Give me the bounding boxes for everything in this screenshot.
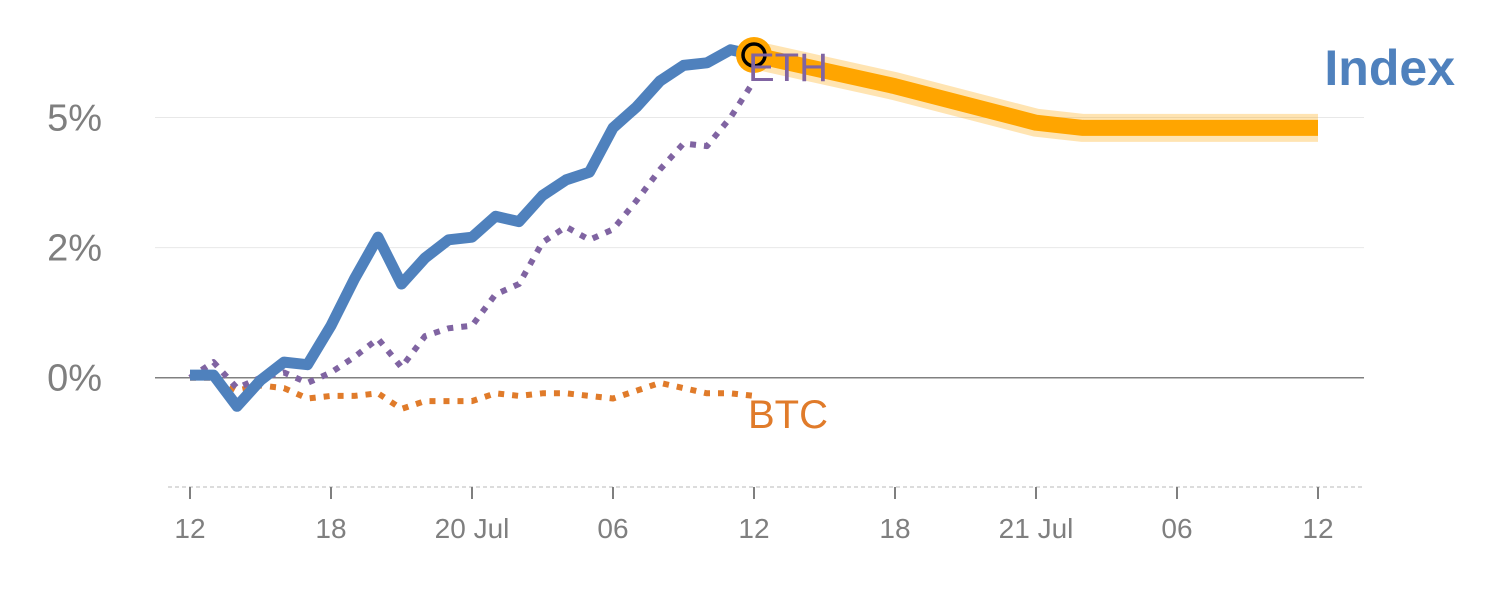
label-layer: ETH BTC — [748, 46, 828, 437]
x-tick-label: 12 — [1302, 513, 1333, 544]
series-layer — [188, 37, 1318, 412]
eth-series-line — [188, 79, 757, 392]
forecast-series-line — [752, 47, 1318, 136]
highlight-marker-ring — [741, 42, 767, 68]
grid-layer — [155, 116, 1364, 379]
y-tick-label: 2% — [47, 228, 102, 270]
x-tick-label: 18 — [879, 513, 910, 544]
y-tick-label: 5% — [47, 97, 102, 139]
axis-layer: 0% 2% 5% 12 18 20 Jul 06 12 18 21 Jul 06 12 — [47, 97, 1364, 544]
x-tick-label: 12 — [738, 513, 769, 544]
x-tick-label: 06 — [597, 513, 628, 544]
x-tick-label: 21 Jul — [999, 513, 1074, 544]
index-series-line — [190, 44, 756, 412]
x-tick-label: 18 — [315, 513, 346, 544]
y-tick-label: 0% — [47, 358, 102, 400]
x-tick-label: 12 — [174, 513, 205, 544]
btc-series-label: BTC — [748, 393, 828, 437]
x-tick-label: 20 Jul — [435, 513, 510, 544]
btc-series-line — [190, 374, 755, 412]
chart-title: Index — [1324, 40, 1455, 96]
x-tick-label: 06 — [1161, 513, 1192, 544]
eth-series-label: ETH — [748, 46, 828, 90]
